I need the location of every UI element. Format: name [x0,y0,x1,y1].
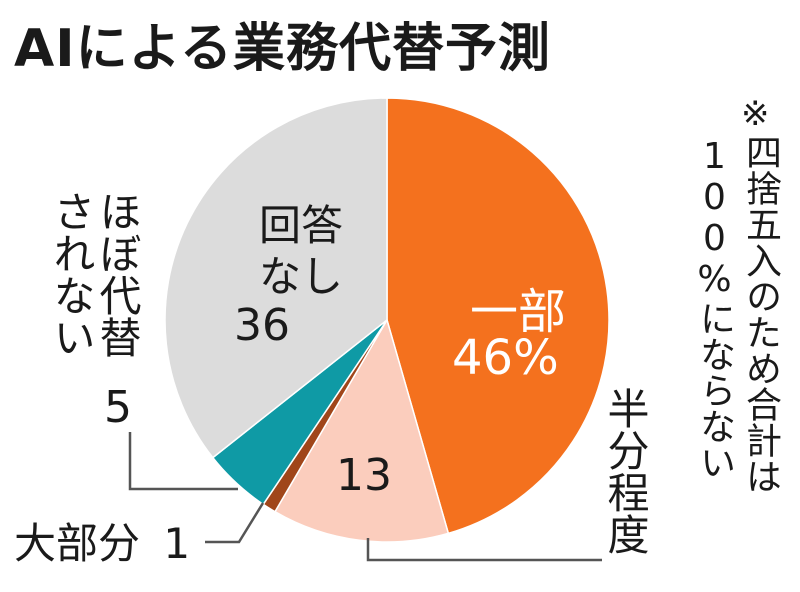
label-almost-none-line2: されない [47,190,96,358]
label-half-line1: 半分 [601,387,650,471]
slice-half [273,318,450,543]
chart-title: AIによる業務代替予測 [14,19,552,79]
slice-partial [386,97,610,535]
note-mark: ※ [741,94,770,134]
leader-lines [128,432,602,562]
slice-label-partial: 一部 [470,284,567,340]
value-almost-none: 5 [104,382,132,433]
leader-line-almost-none [128,432,238,491]
leader-line-largely [205,502,265,544]
slice-value-half: 13 [336,450,392,501]
leader-line-half [366,538,602,562]
slice-label-no-answer-2: なし [259,252,344,301]
label-largely-text: 大部分 [14,519,141,568]
pie-slices [164,97,610,543]
note-line-2: 100%にならない [694,136,735,480]
label-largely-value: 1 [163,519,191,568]
slice-value-partial: 46% [452,330,559,386]
label-half: 半分程度 [601,387,650,555]
label-half-line2: 程度 [601,471,650,555]
note-line-1: 四捨五入のため合計は [740,134,781,494]
slice-no-answer [164,97,388,459]
slice-label-no-answer-1: 回答 [259,201,344,250]
label-largely: 大部分 1 [14,510,190,571]
slice-value-no-answer: 36 [234,300,290,351]
label-almost-none-line1: ほぼ代替 [93,190,142,358]
